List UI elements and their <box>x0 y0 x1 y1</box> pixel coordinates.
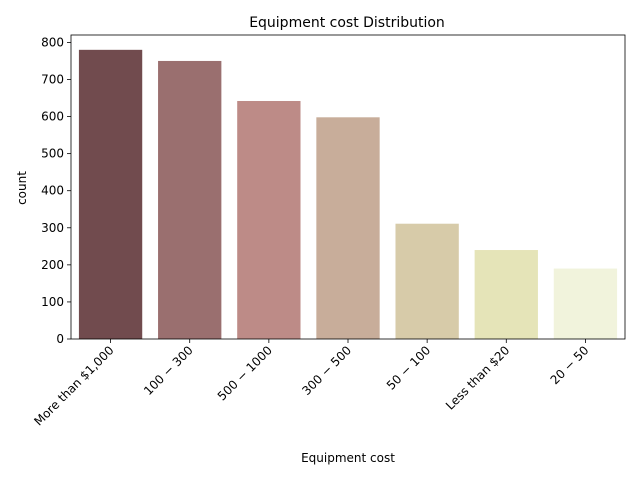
y-tick-label-4: 400 <box>41 184 64 198</box>
x-tick-label-4: 50 − 100 <box>384 343 433 392</box>
y-tick-label-8: 800 <box>41 35 64 49</box>
y-tick-label-3: 300 <box>41 221 64 235</box>
y-tick-label-0: 0 <box>56 332 64 346</box>
bar-6 <box>553 268 618 339</box>
y-tick-label-2: 200 <box>41 258 64 272</box>
y-tick-label-5: 500 <box>41 147 64 161</box>
bar-1 <box>158 60 222 339</box>
y-axis: 0 100 200 300 400 500 600 700 800 <box>41 35 71 346</box>
bar-0 <box>78 49 143 339</box>
bar-5 <box>474 250 538 339</box>
x-axis: More than $1,000 100 − 300 500 − 1000 300 −… <box>31 339 592 429</box>
x-tick-label-5: Less than $20 <box>443 343 512 412</box>
x-tick-label-1: 100 − 300 <box>141 343 196 398</box>
bar-3 <box>316 117 380 340</box>
x-axis-label: Equipment cost <box>301 451 395 465</box>
bar-2 <box>237 100 301 340</box>
bar-4 <box>395 223 459 339</box>
x-tick-label-0: More than $1,000 <box>31 343 116 428</box>
x-tick-label-6: 20 − 50 <box>548 343 592 387</box>
y-tick-label-6: 600 <box>41 110 64 124</box>
chart-title: Equipment cost Distribution <box>249 15 445 31</box>
x-tick-label-2: 500 − 1000 <box>215 343 275 403</box>
y-axis-label: count <box>15 171 29 205</box>
x-tick-label-3: 300 − 500 <box>299 343 354 398</box>
bars-group <box>78 49 618 340</box>
y-tick-label-7: 700 <box>41 72 64 86</box>
y-tick-label-1: 100 <box>41 295 64 309</box>
